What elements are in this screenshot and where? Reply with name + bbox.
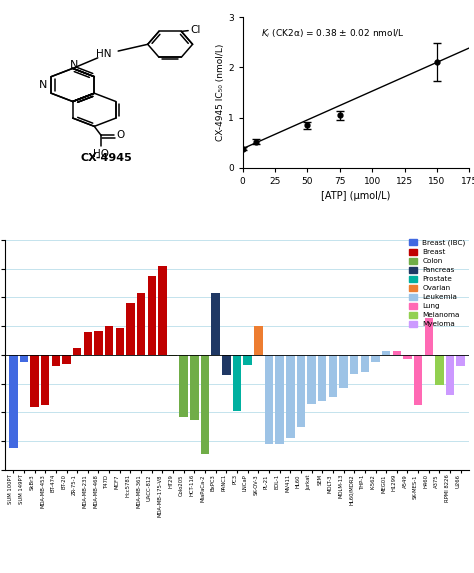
Bar xyxy=(201,355,210,454)
X-axis label: [ATP] (μmol/L): [ATP] (μmol/L) xyxy=(321,191,391,201)
Bar xyxy=(116,328,124,355)
Bar xyxy=(169,355,177,356)
Bar xyxy=(456,355,465,367)
Bar xyxy=(403,355,412,359)
Text: N: N xyxy=(39,80,47,90)
Bar xyxy=(126,303,135,355)
Bar xyxy=(180,355,188,417)
Bar xyxy=(275,355,284,444)
Bar xyxy=(307,355,316,404)
Bar xyxy=(41,355,49,405)
Bar xyxy=(361,355,369,372)
Bar xyxy=(73,348,82,355)
Bar xyxy=(9,355,18,448)
Bar xyxy=(435,355,444,385)
Bar xyxy=(318,355,327,401)
Text: CX-4945: CX-4945 xyxy=(81,153,133,163)
Bar xyxy=(158,266,167,355)
Text: HO: HO xyxy=(93,149,109,159)
Bar xyxy=(190,355,199,419)
Y-axis label: CX-4945 IC₅₀ (nmol/L): CX-4945 IC₅₀ (nmol/L) xyxy=(216,44,225,141)
Bar xyxy=(62,355,71,363)
Bar xyxy=(147,276,156,355)
Text: HN: HN xyxy=(96,49,111,59)
Bar xyxy=(233,355,241,411)
Bar xyxy=(83,332,92,355)
Bar xyxy=(297,355,305,427)
Bar xyxy=(328,355,337,397)
Bar xyxy=(243,355,252,365)
Bar xyxy=(254,326,263,355)
Bar xyxy=(392,351,401,355)
Bar xyxy=(264,355,273,444)
Bar xyxy=(350,355,358,374)
Bar xyxy=(222,355,231,375)
Bar xyxy=(30,355,39,407)
Bar xyxy=(94,331,103,355)
Bar xyxy=(339,355,348,388)
Text: N: N xyxy=(70,60,78,70)
Bar xyxy=(52,355,60,367)
Legend: Breast (IBC), Breast, Colon, Pancreas, Prostate, Ovarian, Leukemia, Lung, Melano: Breast (IBC), Breast, Colon, Pancreas, P… xyxy=(410,239,465,327)
Text: O: O xyxy=(116,131,125,140)
Bar xyxy=(382,351,391,355)
Bar xyxy=(425,317,433,355)
Bar xyxy=(371,355,380,362)
Bar xyxy=(414,355,422,405)
Text: $K_i$ (CK2α) = 0.38 ± 0.02 nmol/L: $K_i$ (CK2α) = 0.38 ± 0.02 nmol/L xyxy=(261,28,404,40)
Bar xyxy=(19,355,28,362)
Text: Cl: Cl xyxy=(191,25,201,35)
Bar xyxy=(137,293,146,355)
Bar xyxy=(446,355,455,395)
Bar xyxy=(286,355,294,438)
Bar xyxy=(211,293,220,355)
Bar xyxy=(105,326,113,355)
